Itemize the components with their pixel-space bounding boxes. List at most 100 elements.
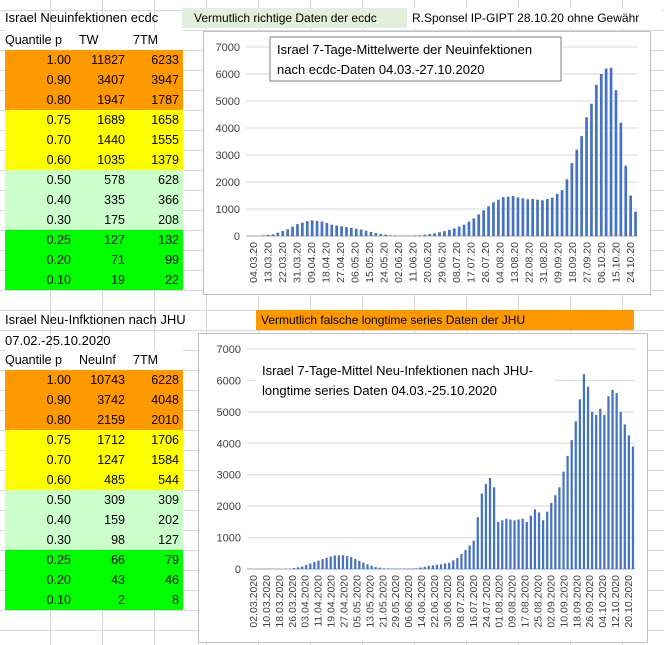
chart-bar: [337, 555, 341, 569]
chart-bar: [309, 563, 312, 569]
y-tick-label: 0: [234, 231, 240, 243]
chart-bar: [550, 197, 554, 236]
chart-bar: [529, 515, 532, 569]
chart-bar: [629, 195, 632, 236]
chart-bar: [467, 221, 471, 236]
chart-bar: [599, 74, 603, 236]
table-row: 0.90 3742 4048: [5, 390, 183, 410]
table-row: 0.70 1247 1584: [5, 450, 183, 470]
x-tick-label: 17.07.20: [466, 242, 478, 283]
x-tick-label: 09.09.20: [553, 242, 565, 283]
chart-bar: [492, 487, 496, 569]
table-header-row: Quantile p TW 7TM: [5, 30, 183, 50]
chart-bar: [546, 511, 549, 569]
chart-bar: [370, 565, 373, 569]
chart-bar: [292, 568, 296, 569]
chart-bar: [435, 564, 439, 569]
x-tick-label: 13.03.20: [262, 242, 274, 283]
chart-bar: [452, 228, 456, 236]
chart-bar: [536, 199, 539, 236]
x-tick-label: 20.06.20: [422, 242, 434, 283]
table-row: 0.75 1712 1706: [5, 430, 183, 450]
chart-bar: [565, 179, 569, 236]
chart-bar: [296, 224, 299, 236]
chart-bar: [562, 471, 565, 569]
table-cell: 1584: [151, 453, 179, 467]
x-tick-label: 02.03.2020: [248, 575, 260, 628]
chart-bar: [586, 386, 590, 569]
x-tick-label: 01.08.2020: [494, 575, 506, 628]
chart-bar: [585, 117, 588, 236]
table-cell: 366: [158, 193, 179, 207]
table-row: 0.75 1689 1658: [5, 110, 183, 130]
table-header-row: Quantile p NeuInf 7TM: [5, 350, 183, 370]
table-cell: 159: [104, 513, 125, 527]
chart-bar: [603, 415, 606, 569]
bottom-date-range: 07.02.-25.10.2020: [5, 333, 111, 348]
x-tick-label: 09.08.2020: [507, 575, 519, 628]
x-tick-label: 15.05.20: [364, 242, 376, 283]
chart-bar: [301, 566, 304, 569]
table-row: 0.80 1947 1787: [5, 90, 183, 110]
table-cell: 71: [111, 253, 125, 267]
y-tick-label: 4000: [216, 123, 240, 135]
table-row: 0.10 19 22: [5, 270, 183, 290]
chart-bar: [310, 220, 314, 236]
top-note: Vermutlich richtige Daten der ecdc: [182, 8, 407, 28]
x-tick-label: 02.06.20: [393, 242, 405, 283]
x-tick-label: 27.04.20: [335, 242, 347, 283]
table-cell: 485: [104, 473, 125, 487]
chart-bar: [431, 565, 434, 569]
chart-bar: [472, 540, 475, 569]
table-cell: 1658: [151, 113, 179, 127]
chart-bar: [330, 224, 334, 236]
table-cell: 0.80: [46, 413, 71, 427]
x-tick-label: 17.08.2020: [520, 575, 532, 628]
x-tick-label: 22.06.2020: [429, 575, 441, 628]
y-tick-label: 4000: [217, 438, 241, 450]
x-tick-label: 10.09.2020: [558, 575, 570, 628]
chart-bar: [574, 421, 577, 569]
table-row: 0.50 309 309: [5, 490, 183, 510]
table-cell: 1440: [97, 133, 125, 147]
chart-title: Israel 7-Tage-Mittelwerte der Neuinfekti…: [277, 42, 532, 57]
x-tick-label: 18.03.2020: [274, 575, 286, 628]
table-row: 1.00 10743 6228: [5, 370, 183, 390]
chart-bar: [501, 197, 505, 236]
chart-bar: [476, 517, 479, 569]
chart-bar: [497, 199, 500, 236]
x-tick-label: 26.07.20: [480, 242, 492, 283]
chart-bar: [531, 199, 534, 236]
table-cell: 0.75: [46, 433, 71, 447]
table-cell: 309: [104, 493, 125, 507]
chart-bar: [382, 568, 385, 569]
chart-bar: [511, 196, 515, 236]
table-header-cell: 7TM: [133, 353, 158, 367]
jhu-chart: 0 1000 2000 3000 4000 5000 6000 7000 02.03.2020 1…: [198, 333, 648, 643]
chart-bar: [448, 562, 451, 569]
table-cell: 132: [158, 233, 179, 247]
chart-bar: [341, 555, 345, 569]
chart-bar: [359, 229, 363, 236]
chart-bar: [525, 521, 528, 569]
chart-bar: [560, 190, 564, 236]
chart-bar: [492, 202, 495, 236]
table-cell: 0.40: [46, 513, 71, 527]
chart-bar: [575, 149, 579, 236]
chart-bar: [541, 520, 545, 569]
chart-bar: [619, 411, 622, 569]
chart-bar: [345, 227, 348, 236]
table-cell: 0.70: [46, 133, 71, 147]
chart-bar: [438, 232, 441, 236]
x-tick-label: 14.06.2020: [416, 575, 428, 628]
chart-bar: [415, 568, 418, 569]
x-tick-label: 24.05.20: [378, 242, 390, 283]
chart-bar: [354, 558, 357, 569]
chart-bar: [487, 206, 490, 236]
table-row: 1.00 11827 6233: [5, 50, 183, 70]
table-cell: 0.90: [46, 73, 71, 87]
table-cell: 0.10: [46, 593, 71, 607]
chart-bar: [570, 163, 574, 236]
x-tick-label: 26.03.2020: [287, 575, 299, 628]
